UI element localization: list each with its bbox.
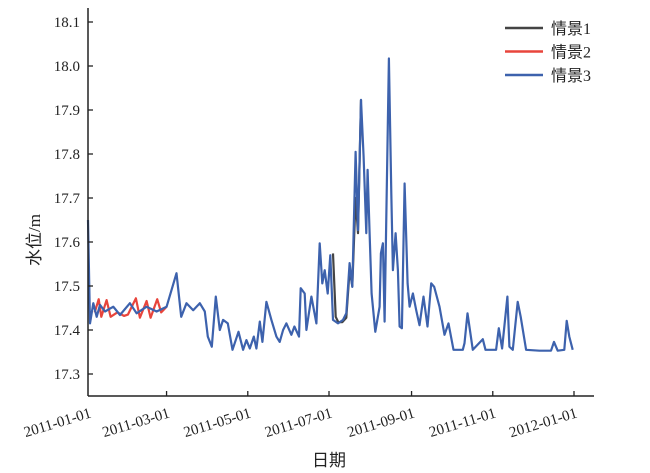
- x-tick-label: 2011-09-01: [346, 406, 417, 442]
- y-axis-title: 水位/m: [25, 214, 44, 266]
- x-tick-label: 2012-01-01: [508, 406, 580, 442]
- y-tick-label: 17.5: [54, 279, 80, 295]
- y-tick-label: 17.6: [54, 235, 81, 251]
- x-tick-label: 2011-07-01: [263, 406, 334, 442]
- x-tick-label: 2011-05-01: [182, 406, 253, 442]
- y-tick-label: 17.3: [54, 367, 80, 383]
- legend-label-2: 情景2: [551, 44, 591, 62]
- y-tick-label: 17.4: [54, 323, 81, 339]
- y-tick-label: 18.1: [54, 15, 80, 31]
- x-axis-title: 日期: [312, 451, 346, 470]
- x-tick-label: 2011-03-01: [101, 406, 172, 442]
- series-line-3: [86, 57, 574, 352]
- y-tick-label: 17.8: [54, 147, 80, 163]
- x-ticks: 2011-01-01 2011-03-01 2011-05-01 2011-07-01…: [22, 391, 579, 441]
- legend-label-3: 情景3: [551, 67, 591, 85]
- y-ticks: 17.3 17.4 17.5 17.6 17.7 17.8 17.9 18.0 18.1: [54, 15, 93, 383]
- y-tick-label: 17.9: [54, 103, 80, 119]
- x-tick-label: 2011-11-01: [427, 406, 498, 441]
- x-tick-label: 2011-01-01: [22, 406, 93, 442]
- plot-lines: [86, 57, 574, 352]
- series-line-2: [93, 297, 168, 319]
- y-tick-label: 18.0: [54, 59, 80, 75]
- legend-label-1: 情景1: [551, 20, 591, 38]
- y-tick-label: 17.7: [54, 191, 81, 207]
- legend: 情景1 情景2 情景3: [505, 20, 591, 85]
